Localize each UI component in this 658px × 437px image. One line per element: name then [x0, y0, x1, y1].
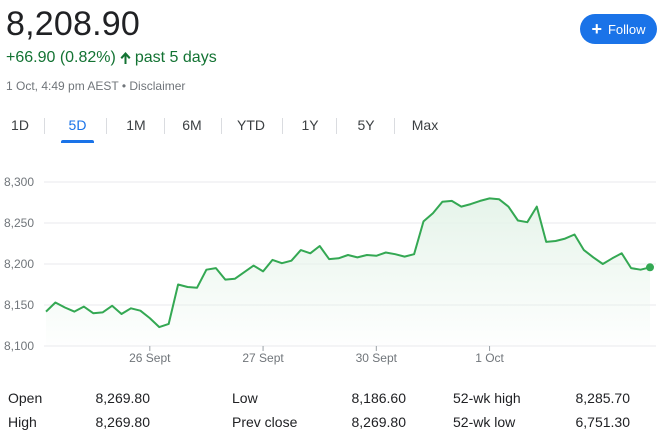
- tab-5d[interactable]: 5D: [61, 110, 94, 143]
- stat-label-52wk-high: 52-wk high: [453, 390, 521, 406]
- tab-6m[interactable]: 6M: [182, 117, 202, 133]
- tab-5y[interactable]: 5Y: [357, 117, 375, 133]
- y-tick-label: 8,300: [4, 175, 34, 189]
- follow-button[interactable]: + Follow: [580, 14, 657, 44]
- price-change-row: +66.90 (0.82%) past 5 days: [6, 48, 217, 68]
- tab-divider: [336, 118, 337, 134]
- stat-value-52wk-low: 6,751.30: [575, 414, 631, 430]
- arrow-up-icon: [120, 52, 131, 64]
- disclaimer-link[interactable]: Disclaimer: [129, 79, 186, 93]
- tab-divider: [282, 118, 283, 134]
- plus-icon: +: [591, 18, 602, 39]
- tab-1d[interactable]: 1D: [11, 117, 29, 133]
- price-line: [45, 197, 651, 329]
- tab-1y[interactable]: 1Y: [301, 117, 319, 133]
- tab-divider: [221, 118, 222, 134]
- stat-value-open: 8,269.80: [95, 390, 151, 406]
- y-tick-label: 8,200: [4, 257, 34, 271]
- stat-label-prev-close: Prev close: [232, 414, 298, 430]
- stat-label-high: High: [8, 414, 37, 430]
- y-tick-label: 8,150: [4, 298, 34, 312]
- stat-value-low: 8,186.60: [351, 390, 407, 406]
- x-tick-label: 1 Oct: [475, 351, 504, 365]
- stat-value-high: 8,269.80: [95, 414, 151, 430]
- last-price-point: [646, 263, 654, 272]
- price-value: 8,208.90: [6, 5, 140, 43]
- x-tick-label: 30 Sept: [356, 351, 398, 365]
- tab-divider: [44, 118, 45, 134]
- price-chart[interactable]: 8,300 8,250 8,200 8,150 8,100 26 Sept 27 Sept 3…: [0, 166, 658, 372]
- tab-divider: [106, 118, 107, 134]
- x-tick-label: 26 Sept: [129, 351, 171, 365]
- stat-label-52wk-low: 52-wk low: [453, 414, 516, 430]
- change-period: past 5 days: [134, 49, 217, 66]
- range-tabs: 1D 5D 1M 6M YTD 1Y 5Y Max: [0, 110, 658, 143]
- y-tick-label: 8,100: [4, 339, 34, 353]
- tab-divider: [164, 118, 165, 134]
- follow-button-label: Follow: [607, 21, 646, 37]
- stat-value-52wk-high: 8,285.70: [575, 390, 631, 406]
- tab-ytd[interactable]: YTD: [237, 117, 265, 133]
- stat-value-prev-close: 8,269.80: [351, 414, 407, 430]
- stat-label-open: Open: [8, 390, 43, 406]
- quote-timestamp: 1 Oct, 4:49 pm AEST: [6, 79, 119, 93]
- x-tick-label: 27 Sept: [242, 351, 284, 365]
- price-area: [46, 198, 650, 346]
- tab-divider: [394, 118, 395, 134]
- tab-max[interactable]: Max: [411, 117, 439, 133]
- stat-label-low: Low: [232, 390, 258, 406]
- y-tick-label: 8,250: [4, 216, 34, 230]
- tab-1m[interactable]: 1M: [126, 117, 146, 133]
- quote-meta: 1 Oct, 4:49 pm AEST • Disclaimer: [6, 78, 185, 94]
- price-change: +66.90 (0.82%): [6, 49, 116, 66]
- meta-separator: •: [121, 79, 127, 93]
